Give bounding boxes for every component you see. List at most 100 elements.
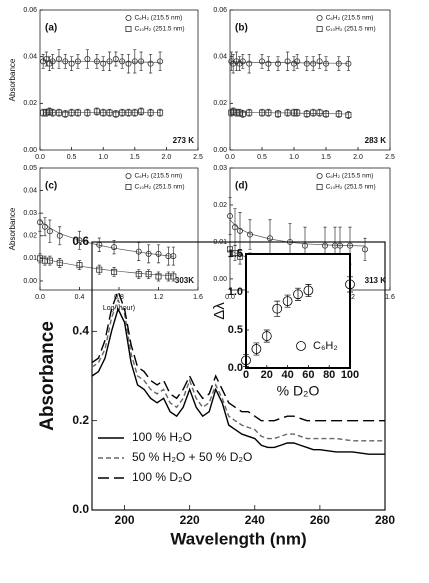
fit-curve <box>39 256 174 277</box>
error-bar <box>260 53 264 69</box>
error-bar <box>263 329 270 343</box>
error-bar <box>38 253 42 264</box>
error-bar <box>247 53 251 74</box>
data-point <box>46 228 53 235</box>
y-tick-label: 0.03 <box>23 210 37 217</box>
y-axis-label: Absorbance <box>8 207 17 250</box>
error-bar <box>63 53 67 69</box>
data-point <box>345 112 352 119</box>
data-point <box>40 109 47 116</box>
error-bar <box>58 258 62 268</box>
data-point <box>261 331 272 341</box>
data-point <box>43 56 50 63</box>
x-tick-label: 0.8 <box>114 294 124 301</box>
data-point <box>93 58 100 65</box>
data-point <box>37 255 44 262</box>
error-bar <box>76 53 80 69</box>
error-bar <box>48 219 52 243</box>
x-tick-label: 280 <box>375 513 395 527</box>
error-bar <box>292 56 296 72</box>
data-point <box>138 58 145 65</box>
error-bar <box>231 53 235 74</box>
error-bar <box>147 244 151 264</box>
spectrum-line <box>91 298 385 442</box>
error-bar <box>57 49 61 69</box>
data-point <box>170 273 177 280</box>
data-point <box>138 108 145 115</box>
data-point <box>111 268 118 275</box>
data-point <box>258 109 265 116</box>
data-point <box>100 60 107 67</box>
data-point <box>316 58 323 65</box>
error-bar <box>112 267 116 277</box>
data-point <box>303 60 310 67</box>
data-point <box>335 60 342 67</box>
x-tick-label: 1.6 <box>193 294 203 301</box>
data-point <box>282 296 293 307</box>
error-bar <box>311 56 315 72</box>
error-bar <box>324 56 328 72</box>
error-bar <box>85 49 89 69</box>
data-point <box>41 257 48 264</box>
panel-label: (a) <box>45 23 57 34</box>
data-point <box>147 109 154 116</box>
data-point <box>310 60 317 67</box>
data-point <box>331 242 338 249</box>
y-axis-label: Δλ <box>211 302 228 320</box>
legend-label: C₆H₂ (215.5 nm) <box>326 15 374 22</box>
y-tick-label: 1.5 <box>228 248 243 260</box>
error-bar <box>101 56 105 72</box>
data-point <box>96 241 103 248</box>
data-point <box>336 242 343 249</box>
y-tick-label: 0.04 <box>23 187 37 194</box>
x-tick-label: 260 <box>310 513 330 527</box>
x-tick-label: 1.0 <box>98 154 108 161</box>
data-point <box>294 109 301 116</box>
data-point <box>147 60 154 67</box>
error-bar <box>149 53 153 74</box>
data-point <box>303 110 310 117</box>
error-bar <box>107 51 112 72</box>
error-bar <box>318 53 322 69</box>
plot-frame <box>245 253 351 369</box>
data-point <box>239 58 246 65</box>
error-bar <box>97 237 101 252</box>
error-bar <box>305 56 309 72</box>
error-bar <box>171 271 175 282</box>
data-point <box>93 108 100 115</box>
error-bar <box>166 246 170 266</box>
data-point <box>119 109 126 116</box>
data-point <box>303 285 314 296</box>
data-point <box>241 355 251 366</box>
data-point <box>346 242 353 249</box>
legend-label: C₆H₂ <box>313 340 338 352</box>
legend-label: C₆H₂ (215.5 nm) <box>134 15 182 22</box>
data-point <box>111 244 118 251</box>
data-point <box>274 110 281 117</box>
data-point <box>258 58 265 65</box>
data-point <box>125 109 132 116</box>
data-point <box>345 279 355 290</box>
spectrum-line <box>91 307 385 455</box>
x-axis-label: % D₂O <box>277 383 320 399</box>
data-point <box>55 109 62 116</box>
data-point <box>106 109 113 116</box>
data-point <box>145 271 152 278</box>
error-bar <box>229 51 233 72</box>
legend-label: C₁₀H₂ (251.5 nm) <box>326 26 376 33</box>
data-point <box>157 109 164 116</box>
spectrum-line <box>91 289 385 422</box>
data-point <box>246 60 253 67</box>
legend-marker <box>125 14 132 21</box>
legend-label: C₁₀H₂ (251.5 nm) <box>134 26 184 33</box>
temperature-label: 313 K <box>365 276 387 285</box>
data-point <box>226 213 233 220</box>
error-bar <box>48 255 52 266</box>
error-bar <box>38 212 42 232</box>
error-bar <box>347 276 353 293</box>
legend-marker <box>125 183 132 190</box>
x-tick-label: 0.0 <box>35 294 45 301</box>
data-point <box>84 56 91 63</box>
